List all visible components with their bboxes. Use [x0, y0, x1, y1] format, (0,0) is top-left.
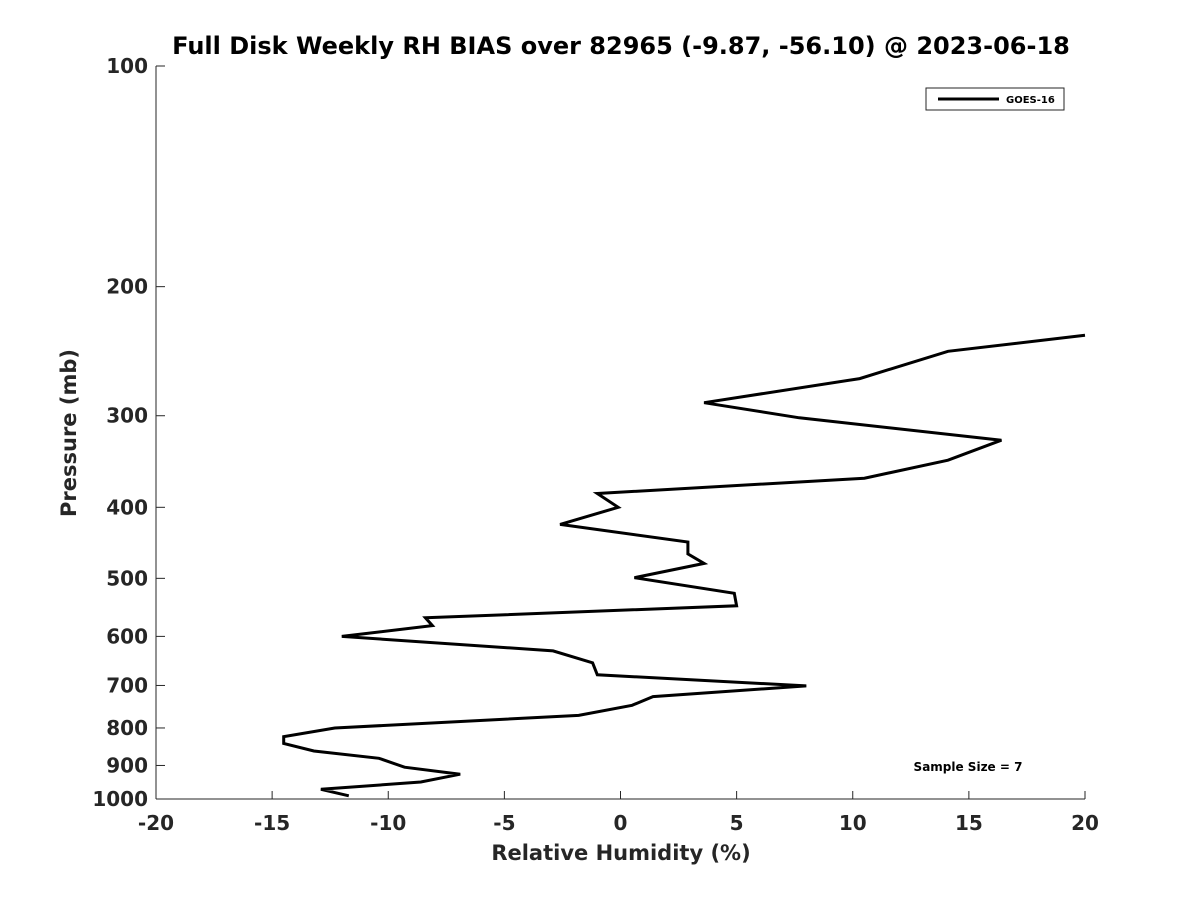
y-tick-label: 800: [106, 716, 148, 740]
plot-axes: [155, 66, 1085, 800]
y-axis-label: Pressure (mb): [57, 349, 81, 517]
y-tick-label: 400: [106, 495, 148, 519]
x-tick-label: -20: [138, 811, 174, 835]
x-ticks: -20 -15 -10 -5 0 5 10 15 20: [138, 791, 1099, 835]
chart-title: Full Disk Weekly RH BIAS over 82965 (-9.…: [172, 32, 1070, 60]
y-tick-label: 200: [106, 275, 148, 299]
y-tick-label: 500: [106, 566, 148, 590]
y-tick-label: 700: [106, 673, 148, 697]
x-tick-label: 20: [1071, 811, 1099, 835]
y-ticks: 100 200 300 400 500 600 700 800 900 1000: [92, 54, 165, 811]
y-tick-label: 100: [106, 54, 148, 78]
x-tick-label: 5: [730, 811, 744, 835]
series-line-goes16: [282, 333, 1086, 798]
y-tick-label: 900: [106, 753, 148, 777]
series-layer: [282, 333, 1086, 798]
legend-label-goes16: GOES-16: [1006, 95, 1055, 106]
x-axis-label: Relative Humidity (%): [491, 841, 750, 865]
x-tick-label: 15: [955, 811, 983, 835]
y-tick-label: 1000: [92, 787, 148, 811]
x-tick-label: -10: [370, 811, 406, 835]
x-tick-label: -5: [493, 811, 515, 835]
legend: GOES-16: [925, 87, 1065, 111]
x-tick-label: -15: [254, 811, 290, 835]
x-tick-label: 0: [614, 811, 628, 835]
y-tick-label: 300: [106, 404, 148, 428]
x-tick-label: 10: [839, 811, 867, 835]
y-tick-label: 600: [106, 624, 148, 648]
sample-size-annotation: Sample Size = 7: [914, 760, 1023, 774]
